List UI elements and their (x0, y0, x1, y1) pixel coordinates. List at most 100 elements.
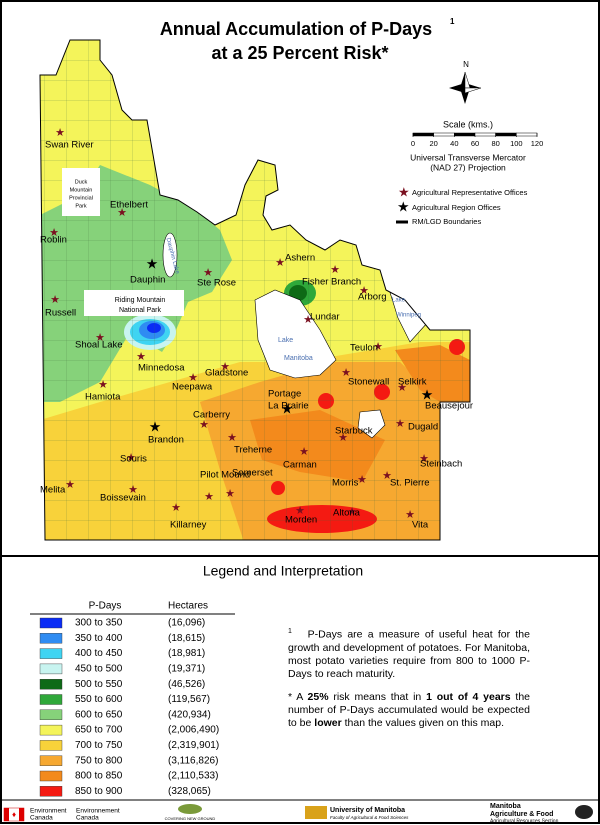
footer-text: Canada (76, 815, 99, 822)
place-label: Starbuck (335, 426, 373, 437)
footer-text: Faculty of Agricultural & Food Sciences (330, 815, 409, 820)
legend-range: 400 to 450 (75, 648, 123, 659)
map-zones (40, 40, 470, 540)
office-star: ★ (299, 446, 309, 458)
feature-label: Riding Mountain (115, 297, 166, 304)
footer-text: Manitoba (490, 803, 521, 810)
map-legend-label: RM/LGD Boundaries (412, 217, 481, 226)
legend-swatch (39, 786, 63, 797)
office-star: ★ (204, 491, 214, 503)
scale-bar: 0 20 40 60 80 100 120 (411, 132, 543, 148)
legend-title: Legend and Interpretation (203, 563, 363, 579)
place-label: Altona (333, 508, 361, 519)
office-star: ★ (330, 264, 340, 276)
place-label: Portage (268, 389, 301, 400)
footer-text: Agriculture & Food (490, 811, 553, 818)
legend-swatch (39, 694, 63, 705)
legend-swatch (39, 679, 63, 690)
scale-segment (454, 132, 476, 137)
place-label: Ste Rose (197, 278, 236, 289)
legend-range: 650 to 700 (75, 725, 123, 736)
legend-hectares: (46,526) (168, 679, 205, 690)
region-star: ★ (146, 256, 159, 272)
north-label: N (463, 60, 469, 69)
place-label: Killarney (170, 520, 207, 531)
legend-range: 850 to 900 (75, 786, 123, 797)
scale-segment (412, 132, 434, 137)
office-star: ★ (338, 432, 348, 444)
legend-header: P-Days (89, 601, 122, 612)
feature-label: Duck (75, 179, 88, 185)
office-star: ★ (49, 227, 59, 239)
office-star: ★ (225, 488, 235, 500)
place-label: Carman (283, 460, 317, 471)
legend-rows: 300 to 350 (16,096) 350 to 400 (18,615) 400 … (39, 618, 219, 797)
place-label: Selkirk (398, 377, 427, 388)
legend-note: 1 P-Days are a measure of useful heat fo… (288, 625, 530, 740)
footer: ♦ Environment Canada Environnement Canad… (3, 803, 593, 824)
footer-text: Environnement (76, 808, 120, 815)
legend-hectares: (2,110,533) (168, 771, 218, 782)
feature-label: Manitoba (284, 355, 313, 362)
map-outline (39, 39, 471, 541)
note-paragraph: * A 25% risk means that in 1 out of 4 ye… (288, 691, 530, 730)
office-star: ★ (98, 379, 108, 391)
scale-tick-label: 0 (411, 139, 415, 148)
office-star: ★ (419, 453, 429, 465)
legend-swatch (39, 770, 63, 782)
place-label: Swan River (45, 140, 94, 151)
office-star: ★ (188, 372, 198, 384)
map-legend-label: Agricultural Representative Offices (412, 188, 528, 197)
office-star: ★ (95, 332, 105, 344)
scale-tick-label: 60 (471, 139, 479, 148)
office-star: ★ (55, 127, 65, 139)
office-star: ★ (199, 419, 209, 431)
rm-boundaries (40, 40, 470, 540)
note-segment: risk means that in (328, 690, 427, 703)
place-label: Ethelbert (110, 200, 148, 211)
note-segment: than the values given on this map. (341, 716, 504, 729)
legend-swatch (39, 709, 63, 720)
office-star: ★ (275, 257, 285, 269)
place-label: Souris (120, 454, 147, 465)
place-label: Beausejour (425, 401, 473, 412)
feature-label: Lake (278, 337, 293, 344)
note-segment: the number of P-Days accumulated would b… (288, 690, 531, 729)
place-label: Boissevain (100, 493, 146, 504)
place-label: Neepawa (172, 382, 213, 393)
place-label: Fisher Branch (302, 277, 361, 288)
projection: (NAD 27) Projection (430, 162, 506, 172)
place-label: Morris (332, 478, 359, 489)
feature-label: Mountain (70, 187, 93, 193)
legend-range: 350 to 400 (75, 633, 123, 644)
legend-swatch (39, 724, 63, 736)
place-label: Roblin (40, 235, 67, 246)
place-label: Dugald (408, 422, 438, 433)
place-label: Pilot Mound (200, 470, 250, 481)
map-legend-label: Agricultural Region Offices (412, 203, 501, 212)
footer-text: Canada (30, 815, 53, 822)
scale-tick-label: 100 (510, 139, 523, 148)
office-star: ★ (357, 474, 367, 486)
feature-label: Provincial (69, 195, 93, 201)
office-star: ★ (303, 314, 313, 326)
place-label: Ashern (285, 253, 315, 264)
office-star: ★ (117, 207, 127, 219)
region-star: ★ (281, 401, 294, 417)
legend-hectares: (18,981) (168, 648, 205, 659)
place-label: Treherne (234, 445, 272, 456)
feature-label: Park (75, 203, 87, 209)
place-label: Steinbach (420, 459, 462, 470)
office-star: ★ (50, 294, 60, 306)
scale-title: Scale (kms.) (443, 119, 493, 129)
note-segment: * A (288, 690, 308, 703)
legend-range: 700 to 750 (75, 740, 123, 751)
place-label: Brandon (148, 435, 184, 446)
office-star: ★ (65, 479, 75, 491)
office-star: ★ (341, 367, 351, 379)
legend-hectares: (19,371) (168, 664, 205, 675)
legend-range: 750 to 800 (75, 755, 123, 766)
feature-label: Winnipeg (396, 313, 421, 319)
footnote-mark: 1 (450, 17, 455, 26)
